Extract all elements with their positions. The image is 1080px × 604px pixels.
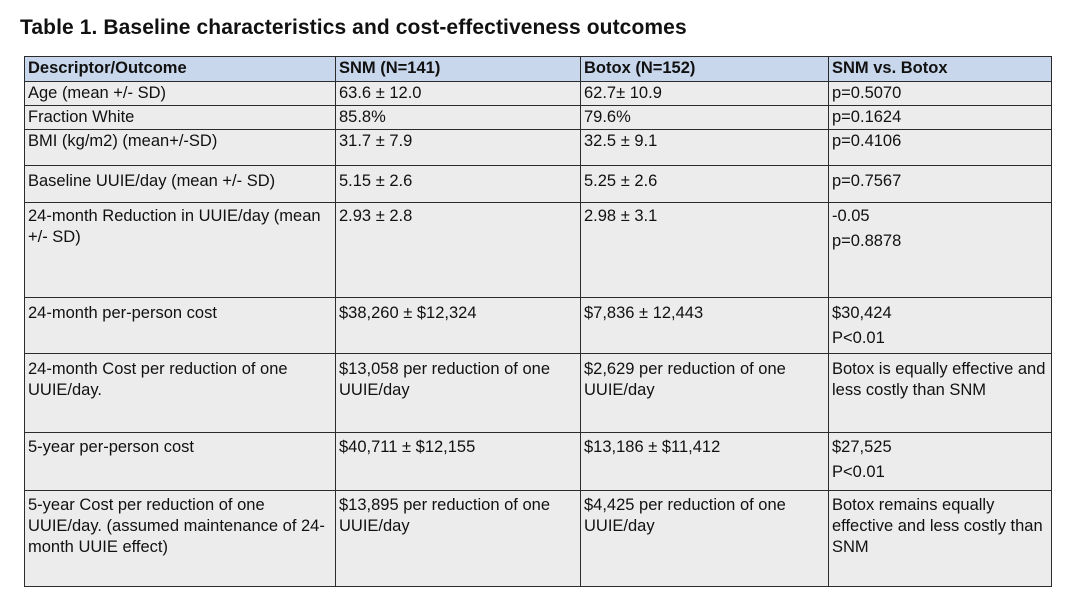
table-row: BMI (kg/m2) (mean+/-SD) 31.7 ± 7.9 32.5 … [24,129,1052,166]
cell-snm: 31.7 ± 7.9 [335,129,581,166]
comparison-line: P<0.01 [832,463,885,481]
cell-snm: $13,895 per reduction of one UUIE/day [335,490,581,587]
cell-descriptor: BMI (kg/m2) (mean+/-SD) [24,129,336,166]
cell-comparison: $27,525 P<0.01 [828,432,1052,491]
comparison-line: P<0.01 [832,329,885,347]
cell-descriptor: Baseline UUIE/day (mean +/- SD) [24,165,336,203]
cell-descriptor: 5-year Cost per reduction of one UUIE/da… [24,490,336,587]
cost-effectiveness-table: Descriptor/Outcome SNM (N=141) Botox (N=… [24,56,1052,587]
comparison-line: p=0.5070 [832,84,902,102]
comparison-line: -0.05 [832,207,870,225]
cell-snm: $38,260 ± $12,324 [335,297,581,354]
cell-snm: $40,711 ± $12,155 [335,432,581,491]
comparison-line: p=0.8878 [832,232,902,250]
comparison-line: $30,424 [832,304,892,322]
comparison-line: p=0.7567 [832,172,902,190]
comparison-text: Botox remains equally effective and less… [832,496,1043,556]
cell-comparison: Botox remains equally effective and less… [828,490,1052,587]
cell-botox: 79.6% [580,105,829,130]
table-header-row: Descriptor/Outcome SNM (N=141) Botox (N=… [24,56,1052,82]
cell-snm: 85.8% [335,105,581,130]
cell-snm: 5.15 ± 2.6 [335,165,581,203]
cell-descriptor: 5-year per-person cost [24,432,336,491]
cell-botox: 62.7± 10.9 [580,81,829,106]
cell-descriptor: 24-month per-person cost [24,297,336,354]
table-row: Baseline UUIE/day (mean +/- SD) 5.15 ± 2… [24,165,1052,203]
table-row: Age (mean +/- SD) 63.6 ± 12.0 62.7± 10.9… [24,81,1052,106]
table-row: 24-month per-person cost $38,260 ± $12,3… [24,297,1052,354]
cell-botox: $7,836 ± 12,443 [580,297,829,354]
cell-comparison: p=0.7567 [828,165,1052,203]
cell-snm: 63.6 ± 12.0 [335,81,581,106]
cell-botox: 2.98 ± 3.1 [580,202,829,298]
cell-comparison: p=0.5070 [828,81,1052,106]
header-snm: SNM (N=141) [335,56,581,82]
cell-botox: 5.25 ± 2.6 [580,165,829,203]
cell-comparison: p=0.1624 [828,105,1052,130]
table-row: Fraction White 85.8% 79.6% p=0.1624 [24,105,1052,130]
cell-botox: $13,186 ± $11,412 [580,432,829,491]
table-title: Table 1. Baseline characteristics and co… [20,16,687,39]
table-row: 24-month Reduction in UUIE/day (mean +/-… [24,202,1052,298]
cell-comparison: $30,424 P<0.01 [828,297,1052,354]
comparison-line: p=0.1624 [832,108,902,126]
cell-botox: $2,629 per reduction of one UUIE/day [580,353,829,433]
cell-descriptor: 24-month Cost per reduction of one UUIE/… [24,353,336,433]
comparison-line: p=0.4106 [832,132,902,150]
cell-snm: 2.93 ± 2.8 [335,202,581,298]
table-row: 5-year per-person cost $40,711 ± $12,155… [24,432,1052,491]
header-comparison: SNM vs. Botox [828,56,1052,82]
cell-descriptor: Fraction White [24,105,336,130]
comparison-text: Botox is equally effective and less cost… [832,360,1046,399]
cell-snm: $13,058 per reduction of one UUIE/day [335,353,581,433]
cell-descriptor: Age (mean +/- SD) [24,81,336,106]
table-row: 24-month Cost per reduction of one UUIE/… [24,353,1052,433]
cell-comparison: Botox is equally effective and less cost… [828,353,1052,433]
header-descriptor: Descriptor/Outcome [24,56,336,82]
table-row: 5-year Cost per reduction of one UUIE/da… [24,490,1052,587]
cell-descriptor: 24-month Reduction in UUIE/day (mean +/-… [24,202,336,298]
header-botox: Botox (N=152) [580,56,829,82]
cell-botox: 32.5 ± 9.1 [580,129,829,166]
comparison-line: $27,525 [832,438,892,456]
cell-comparison: -0.05 p=0.8878 [828,202,1052,298]
cell-botox: $4,425 per reduction of one UUIE/day [580,490,829,587]
cell-comparison: p=0.4106 [828,129,1052,166]
